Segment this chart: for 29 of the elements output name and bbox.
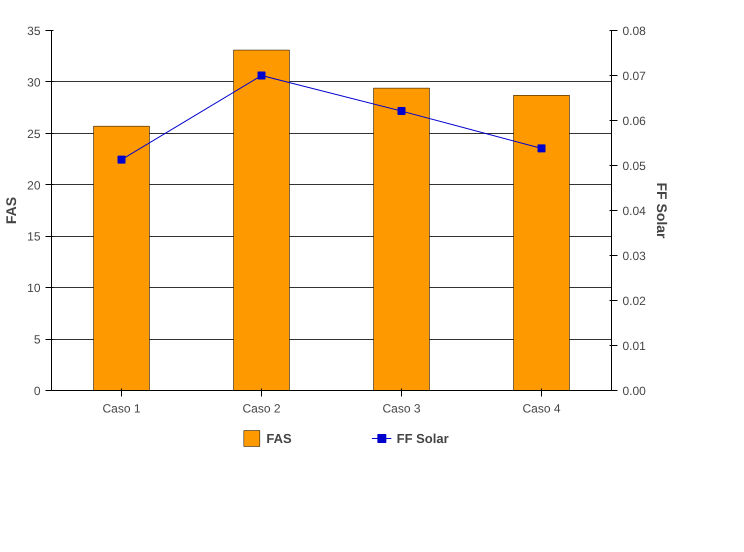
y2-tick-label: 0.04 (622, 204, 646, 218)
y-axis-title: FAS (3, 196, 20, 224)
y-tick-label: 5 (34, 332, 41, 347)
y2-axis-title: FF Solar (654, 182, 670, 240)
x-tick-label: Caso 1 (102, 402, 141, 416)
point (258, 72, 266, 80)
x-tick-label: Caso 2 (242, 402, 281, 416)
y2-tick-label: 0.03 (622, 249, 646, 263)
y-tick-label: 20 (27, 178, 41, 192)
y-tick-label: 0 (34, 384, 41, 398)
y-tick-label: 35 (27, 24, 41, 38)
y-tick-label: 10 (27, 281, 41, 296)
point (118, 156, 126, 164)
y-tick-label: 25 (27, 126, 41, 141)
y2-tick-label: 0.07 (622, 69, 646, 83)
x-tick-label: Caso 4 (522, 402, 561, 416)
y-tick-label: 15 (27, 230, 41, 244)
y2-tick-label: 0.06 (622, 114, 646, 128)
legend-label: FF Solar (396, 430, 449, 446)
point (538, 144, 546, 152)
x-tick-label: Caso 3 (382, 402, 421, 416)
y2-tick-label: 0.08 (622, 24, 646, 38)
legend-label: FAS (266, 430, 292, 446)
y-tick-label: 30 (27, 75, 41, 90)
y2-tick-label: 0.00 (622, 384, 646, 398)
y2-tick-label: 0.05 (622, 159, 646, 173)
y2-tick-label: 0.02 (622, 294, 646, 308)
point (398, 107, 406, 116)
y2-tick-label: 0.01 (622, 339, 646, 353)
